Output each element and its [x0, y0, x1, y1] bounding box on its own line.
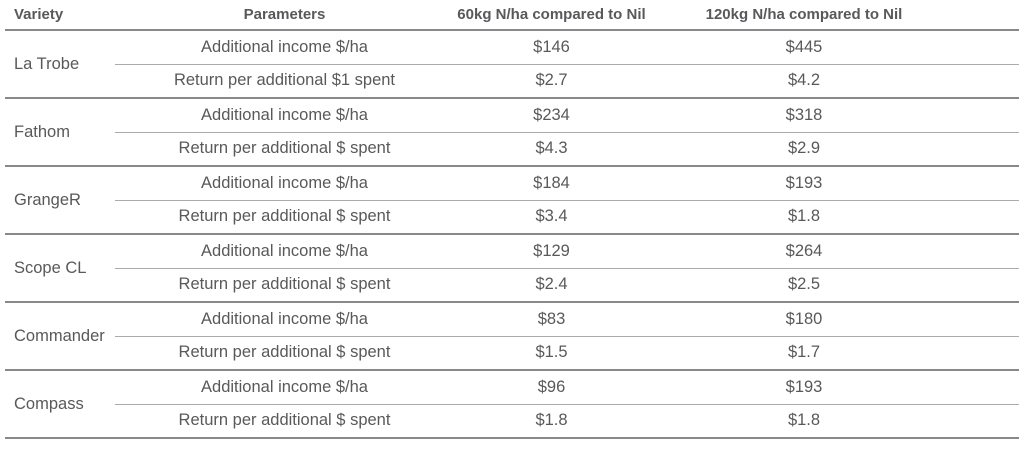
value-120kg-cell: $193 [785, 173, 823, 192]
parameter-cell: Additional income $/ha [201, 241, 368, 260]
value-120kg-cell: $1.8 [649, 199, 1019, 234]
parameter-cell: Additional income $/ha [201, 377, 368, 396]
value-60kg-cell: $1.5 [454, 335, 649, 370]
variety-cell: Commander [14, 326, 105, 345]
variety-group: Fathom Additional income $/ha $234 $318 … [5, 98, 1019, 166]
value-120kg-cell: $264 [785, 241, 823, 260]
header-variety: Variety [5, 0, 115, 31]
table-row: GrangeR Additional income $/ha $184 $193 [5, 166, 1019, 209]
table-row: Scope CL Additional income $/ha $129 $26… [5, 234, 1019, 277]
variety-group: La Trobe Additional income $/ha $146 $44… [5, 30, 1019, 98]
parameter-cell: Additional income $/ha [201, 105, 368, 124]
variety-cell: GrangeR [14, 190, 81, 209]
header-parameters: Parameters [115, 0, 454, 31]
table-row: Return per additional $ spent $4.3 $2.9 [5, 131, 1019, 166]
value-60kg-cell: $96 [537, 377, 566, 396]
value-120kg-cell: $1.8 [649, 403, 1019, 438]
value-120kg-cell: $445 [785, 37, 823, 56]
variety-cell: Fathom [14, 122, 70, 141]
value-120kg-cell: $2.9 [649, 131, 1019, 166]
value-120kg-cell: $1.7 [649, 335, 1019, 370]
parameter-cell: Return per additional $ spent [115, 267, 454, 302]
table-row: Compass Additional income $/ha $96 $193 [5, 370, 1019, 413]
table-row: La Trobe Additional income $/ha $146 $44… [5, 30, 1019, 73]
table-row: Return per additional $ spent $3.4 $1.8 [5, 199, 1019, 234]
parameter-cell: Return per additional $ spent [115, 403, 454, 438]
value-120kg-cell: $318 [785, 105, 823, 124]
table-row: Return per additional $1 spent $2.7 $4.2 [5, 63, 1019, 98]
value-60kg-cell: $146 [533, 37, 570, 56]
parameter-cell: Additional income $/ha [201, 309, 368, 328]
value-120kg-cell: $2.5 [649, 267, 1019, 302]
variety-comparison-table: Variety Parameters 60kg N/ha compared to… [5, 0, 1019, 439]
variety-group: Compass Additional income $/ha $96 $193 … [5, 370, 1019, 438]
parameter-cell: Return per additional $ spent [115, 131, 454, 166]
value-60kg-cell: $1.8 [454, 403, 649, 438]
parameter-cell: Additional income $/ha [201, 37, 368, 56]
header-60kg: 60kg N/ha compared to Nil [454, 0, 649, 31]
parameter-cell: Return per additional $ spent [115, 199, 454, 234]
table-row: Commander Additional income $/ha $83 $18… [5, 302, 1019, 345]
table-row: Fathom Additional income $/ha $234 $318 [5, 98, 1019, 141]
variety-cell: Scope CL [14, 258, 87, 277]
value-60kg-cell: $234 [533, 105, 570, 124]
value-120kg-cell: $4.2 [649, 63, 1019, 98]
header-120kg: 120kg N/ha compared to Nil [649, 0, 1019, 31]
table-header: Variety Parameters 60kg N/ha compared to… [5, 0, 1019, 31]
parameter-cell: Additional income $/ha [201, 173, 368, 192]
value-60kg-cell: $83 [537, 309, 566, 328]
value-60kg-cell: $129 [533, 241, 570, 260]
variety-group: Commander Additional income $/ha $83 $18… [5, 302, 1019, 370]
value-60kg-cell: $2.4 [454, 267, 649, 302]
table-row: Return per additional $ spent $1.8 $1.8 [5, 403, 1019, 438]
variety-group: GrangeR Additional income $/ha $184 $193… [5, 166, 1019, 234]
value-120kg-cell: $180 [785, 309, 823, 328]
variety-cell: La Trobe [14, 54, 80, 73]
parameter-cell: Return per additional $ spent [115, 335, 454, 370]
table-row: Return per additional $ spent $2.4 $2.5 [5, 267, 1019, 302]
value-60kg-cell: $4.3 [454, 131, 649, 166]
variety-cell: Compass [14, 394, 84, 413]
header-row: Variety Parameters 60kg N/ha compared to… [5, 0, 1019, 31]
value-60kg-cell: $184 [533, 173, 570, 192]
value-120kg-cell: $193 [785, 377, 823, 396]
parameter-cell: Return per additional $1 spent [115, 63, 454, 98]
value-60kg-cell: $2.7 [454, 63, 649, 98]
variety-group: Scope CL Additional income $/ha $129 $26… [5, 234, 1019, 302]
value-60kg-cell: $3.4 [454, 199, 649, 234]
table-row: Return per additional $ spent $1.5 $1.7 [5, 335, 1019, 370]
